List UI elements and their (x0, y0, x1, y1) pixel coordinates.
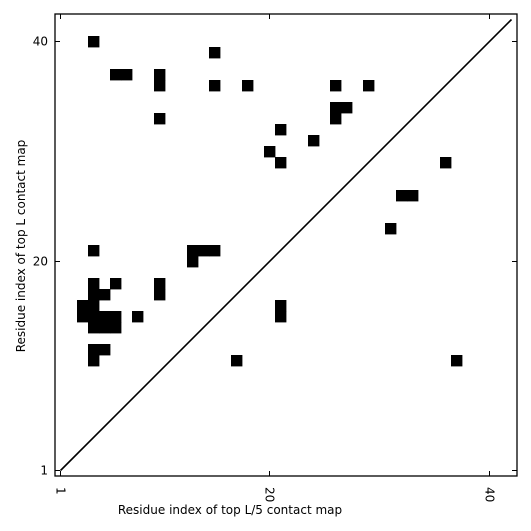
contact-cell (132, 311, 144, 323)
contact-cell (407, 190, 419, 202)
contact-cell (209, 245, 221, 257)
contact-cell (275, 311, 287, 323)
contact-cell (88, 344, 100, 356)
contact-cell (110, 311, 122, 323)
contact-cell (209, 47, 221, 59)
contact-cell (154, 69, 166, 81)
contact-cell (88, 245, 100, 257)
contact-cell (110, 278, 122, 290)
contact-cell (110, 69, 122, 81)
contact-cell (154, 278, 166, 290)
contact-cell (88, 300, 100, 312)
contact-cell (330, 80, 342, 92)
x-tick-label: 40 (483, 487, 497, 502)
x-tick-label: 20 (263, 487, 277, 502)
contact-cell (121, 69, 133, 81)
contact-cell (440, 157, 452, 169)
x-axis-label: Residue index of top L/5 contact map (118, 503, 342, 517)
diagonal-line (59, 18, 513, 472)
contact-cell (99, 311, 111, 323)
contact-cell (396, 190, 408, 202)
contact-cell (99, 322, 111, 334)
contact-cell (231, 355, 243, 367)
contact-cell (187, 245, 199, 257)
contact-cell (330, 102, 342, 114)
contact-cell (209, 80, 221, 92)
contact-cell (242, 80, 254, 92)
contact-cell (88, 278, 100, 290)
contact-cell (154, 80, 166, 92)
contact-cell (154, 113, 166, 125)
contact-cell (264, 146, 276, 158)
contact-cell (451, 355, 463, 367)
contact-cell (99, 344, 111, 356)
contact-cell (341, 102, 353, 114)
contact-cell (363, 80, 375, 92)
contact-cell (77, 300, 89, 312)
y-axis-label: Residue index of top L contact map (14, 140, 28, 353)
contact-cell (275, 157, 287, 169)
contact-cell (275, 300, 287, 312)
contact-cell (88, 289, 100, 301)
y-tick-label: 20 (33, 255, 48, 269)
plot-frame (54, 13, 518, 477)
contact-cells (77, 36, 463, 367)
y-tick-label: 40 (33, 35, 48, 49)
contact-cell (99, 289, 111, 301)
y-tick-label: 1 (40, 464, 48, 478)
contact-cell (308, 135, 320, 147)
contact-cell (77, 311, 89, 323)
contact-cell (275, 124, 287, 136)
contact-cell (88, 322, 100, 334)
contact-cell (88, 36, 100, 48)
contact-cell (385, 223, 397, 235)
contact-cell (198, 245, 210, 257)
contact-cell (154, 289, 166, 301)
contact-cell (187, 256, 199, 268)
x-tick-label: 1 (54, 487, 68, 495)
axis-ticks: 1 20 40 1 20 40 (33, 14, 517, 502)
contact-cell (330, 113, 342, 125)
contact-cell (88, 311, 100, 323)
contact-cell (88, 355, 100, 367)
contact-cell (110, 322, 122, 334)
